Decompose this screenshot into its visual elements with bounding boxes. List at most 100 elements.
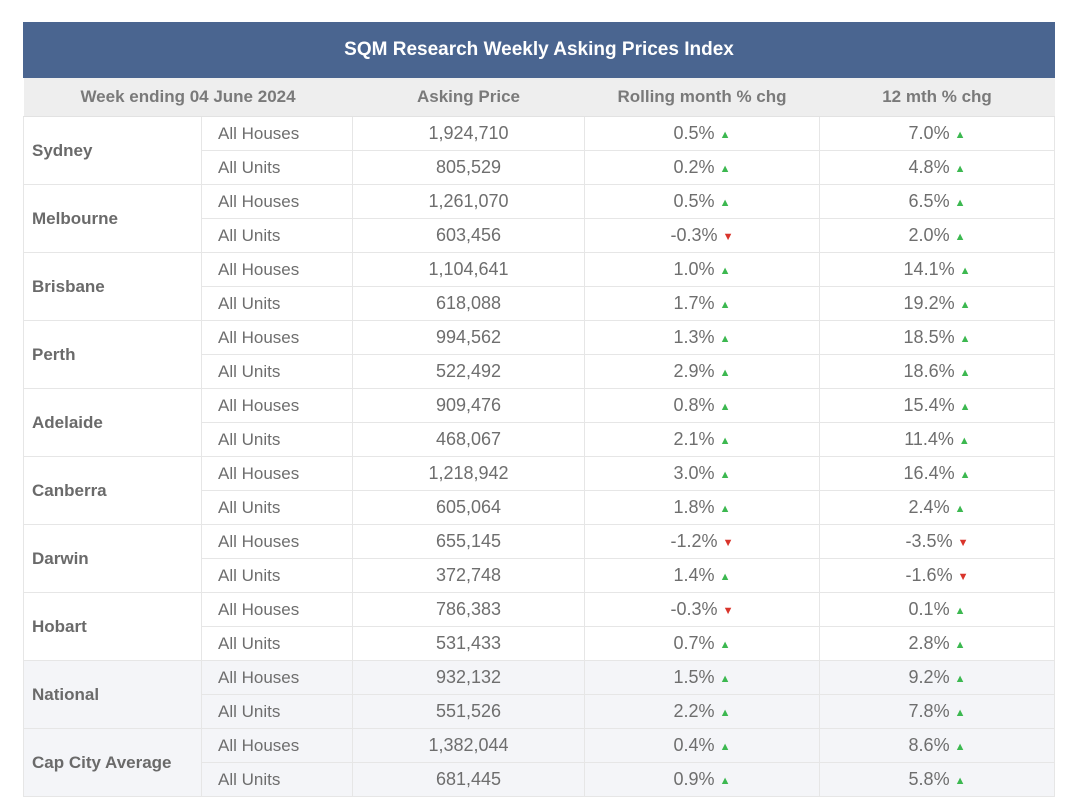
twelve-month-change-value: 14.1% [903,259,955,279]
triangle-up-icon: ▲ [719,265,731,277]
triangle-up-icon: ▲ [959,333,971,345]
property-type: All Units [201,490,353,525]
rolling-month-change-value: 1.8% [673,497,715,517]
twelve-month-change-cell: 9.2% ▲ [818,660,1056,695]
twelve-month-change-cell: 11.4% ▲ [818,422,1056,457]
property-type: All Units [201,286,353,321]
asking-price-value: 1,104,641 [352,252,585,287]
table-row: All Units 605,064 1.8% ▲ 2.4% ▲ [24,490,1056,525]
table-row: All Units 603,456 -0.3% ▼ 2.0% ▲ [24,218,1056,253]
property-type: All Units [201,694,353,729]
triangle-down-icon: ▼ [957,537,969,549]
twelve-month-change-cell: 18.6% ▲ [818,354,1056,389]
twelve-month-change-value: 9.2% [908,667,950,687]
twelve-month-change-value: 8.6% [908,735,950,755]
rolling-month-change-cell: 2.2% ▲ [584,694,820,729]
triangle-up-icon: ▲ [959,367,971,379]
table-row: Perth All Houses 994,562 1.3% ▲ 18.5% ▲ [23,320,1056,389]
property-type: All Units [201,626,353,661]
twelve-month-change-value: 7.8% [908,701,950,721]
asking-price-value: 681,445 [352,762,585,797]
triangle-up-icon: ▲ [958,435,970,447]
rolling-month-change-value: 1.7% [673,293,715,313]
table-title: SQM Research Weekly Asking Prices Index [22,22,1056,78]
asking-price-value: 551,526 [352,694,585,729]
twelve-month-change-value: 0.1% [908,599,950,619]
property-type: All Units [201,558,353,593]
asking-price-value: 618,088 [352,286,585,321]
asking-price-value: 1,924,710 [352,116,585,151]
asking-price-value: 603,456 [352,218,585,253]
table-row: National All Houses 932,132 1.5% ▲ 9.2% ▲ [23,660,1056,729]
asking-price-value: 468,067 [352,422,585,457]
city-name: Melbourne [23,184,202,253]
triangle-up-icon: ▲ [954,605,966,617]
rolling-month-change-cell: 1.7% ▲ [584,286,820,321]
header-week-ending: Week ending 04 June 2024 [23,77,353,117]
city-name: Adelaide [23,388,202,457]
twelve-month-change-cell: -3.5% ▼ [818,524,1056,559]
table-row: Brisbane All Houses 1,104,641 1.0% ▲ 14.1% ▲ [23,252,1056,321]
rolling-month-change-value: 0.5% [673,191,715,211]
twelve-month-change-cell: 2.8% ▲ [818,626,1056,661]
property-type: All Units [201,218,353,253]
twelve-month-change-value: 11.4% [904,429,954,449]
rolling-month-change-cell: -0.3% ▼ [584,592,820,627]
twelve-month-change-cell: 15.4% ▲ [818,388,1056,423]
table-row: Cap City Average All Houses 1,382,044 0.4% ▲… [23,728,1056,797]
table-row: Sydney All Houses 1,924,710 0.5% ▲ 7.0% ▲ [23,116,1056,185]
twelve-month-change-value: 15.4% [903,395,955,415]
triangle-up-icon: ▲ [954,231,966,243]
rolling-month-change-cell: 0.9% ▲ [584,762,820,797]
rolling-month-change-value: 2.9% [673,361,715,381]
table-row: All Units 468,067 2.1% ▲ 11.4% ▲ [24,422,1056,457]
rolling-month-change-cell: 2.1% ▲ [584,422,820,457]
property-type: All Units [201,762,353,797]
twelve-month-change-cell: 7.8% ▲ [818,694,1056,729]
triangle-up-icon: ▲ [954,741,966,753]
triangle-up-icon: ▲ [719,129,731,141]
property-type: All Houses [201,524,353,559]
triangle-up-icon: ▲ [719,367,731,379]
triangle-down-icon: ▼ [722,537,734,549]
twelve-month-change-value: -1.6% [905,565,953,585]
triangle-up-icon: ▲ [954,129,966,141]
rolling-month-change-value: 1.4% [673,565,715,585]
triangle-up-icon: ▲ [719,197,731,209]
asking-price-value: 1,218,942 [352,456,585,491]
rolling-month-change-value: -0.3% [670,225,718,245]
rolling-month-change-value: 0.4% [673,735,715,755]
triangle-up-icon: ▲ [719,775,731,787]
triangle-up-icon: ▲ [959,265,971,277]
rolling-month-change-cell: 2.9% ▲ [584,354,820,389]
city-name: National [23,660,202,729]
twelve-month-change-value: 5.8% [908,769,950,789]
table-row: Hobart All Houses 786,383 -0.3% ▼ 0.1% ▲ [23,592,1056,661]
rolling-month-change-value: 2.1% [673,429,715,449]
rolling-month-change-value: 0.7% [673,633,715,653]
triangle-up-icon: ▲ [954,707,966,719]
city-name: Darwin [23,524,202,593]
city-name: Sydney [23,116,202,185]
twelve-month-change-value: -3.5% [905,531,953,551]
triangle-up-icon: ▲ [719,571,731,583]
triangle-up-icon: ▲ [954,503,966,515]
triangle-down-icon: ▼ [957,571,969,583]
rolling-month-change-cell: 0.5% ▲ [584,116,820,151]
triangle-up-icon: ▲ [959,401,971,413]
triangle-up-icon: ▲ [719,435,731,447]
asking-price-value: 605,064 [352,490,585,525]
rolling-month-change-cell: 1.3% ▲ [584,320,820,355]
twelve-month-change-cell: 14.1% ▲ [818,252,1056,287]
rolling-month-change-cell: 0.5% ▲ [584,184,820,219]
property-type: All Houses [201,320,353,355]
rolling-month-change-value: 0.5% [673,123,715,143]
table-row: Adelaide All Houses 909,476 0.8% ▲ 15.4% ▲ [23,388,1056,457]
property-type: All Houses [201,456,353,491]
twelve-month-change-cell: 7.0% ▲ [818,116,1056,151]
triangle-up-icon: ▲ [719,469,731,481]
triangle-up-icon: ▲ [954,163,966,175]
rolling-month-change-value: 1.0% [673,259,715,279]
asking-prices-table: SQM Research Weekly Asking Prices Index … [22,22,1056,797]
table-body: Sydney All Houses 1,924,710 0.5% ▲ 7.0% ▲ All U… [23,116,1056,797]
